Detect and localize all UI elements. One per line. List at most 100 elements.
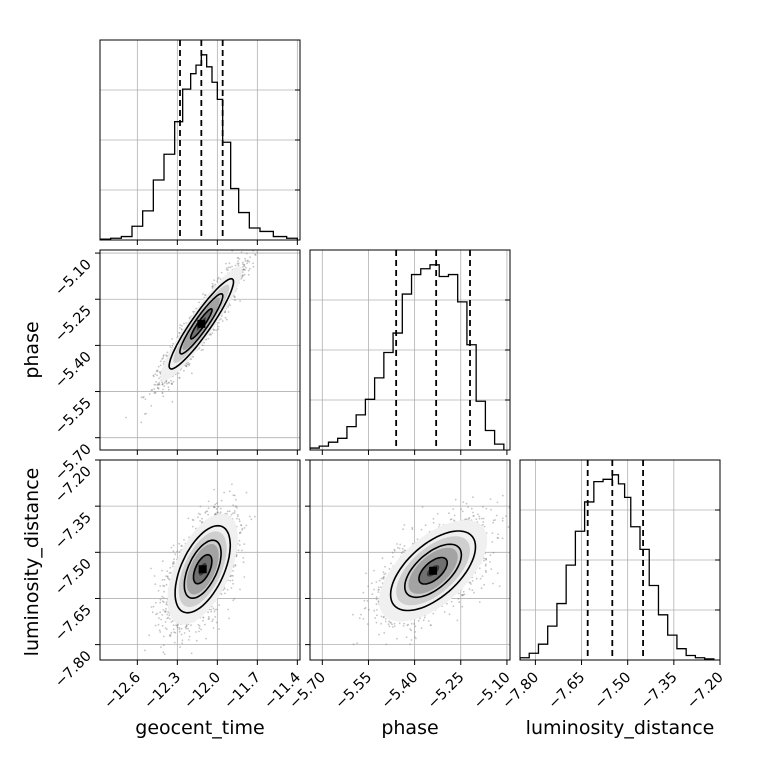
- sample-point: [234, 564, 237, 566]
- sample-point: [172, 544, 175, 547]
- sample-point: [161, 391, 164, 394]
- sample-point: [230, 587, 233, 589]
- sample-point: [171, 565, 174, 568]
- sample-point: [190, 358, 193, 360]
- sample-point: [239, 532, 241, 534]
- sample-point: [243, 279, 245, 282]
- sample-point: [243, 263, 246, 266]
- sample-point: [180, 328, 183, 331]
- sample-point: [191, 372, 193, 375]
- sample-point: [167, 382, 170, 384]
- sample-point: [163, 381, 166, 384]
- sample-point: [210, 608, 213, 611]
- sample-point: [157, 589, 160, 592]
- sample-point: [153, 383, 156, 386]
- panel-pair-geocent_time-phase: −5.70−5.55−5.40−5.25−5.10: [52, 241, 301, 484]
- sample-point: [198, 301, 201, 304]
- sample-point: [148, 393, 151, 395]
- sample-point: [172, 342, 175, 345]
- sample-point: [247, 269, 250, 272]
- sample-point: [185, 624, 188, 626]
- sample-point: [183, 632, 186, 634]
- sample-point: [204, 294, 207, 297]
- sample-point: [241, 263, 244, 265]
- sample-point: [165, 380, 168, 383]
- sample-point: [192, 356, 195, 358]
- panel-pair-geocent_time-luminosity_distance: −12.6−12.3−12.0−11.7−11.4−7.80−7.65−7.50…: [52, 459, 304, 712]
- sample-point: [195, 639, 198, 642]
- sample-point: [220, 593, 223, 595]
- sample-point: [226, 589, 229, 591]
- y-tick-label: −5.25: [52, 303, 95, 346]
- sample-point: [207, 507, 210, 509]
- sample-point: [242, 561, 245, 564]
- axes-frame: [99, 39, 301, 241]
- panel-hist-phase: [309, 249, 511, 455]
- sample-point: [211, 282, 214, 285]
- sample-point: [162, 635, 165, 638]
- sample-point: [244, 257, 247, 260]
- sample-point: [180, 633, 183, 636]
- sample-point: [200, 349, 203, 351]
- sample-point: [180, 544, 183, 547]
- sample-point: [232, 582, 235, 585]
- sample-point: [213, 279, 216, 282]
- sample-point: [246, 262, 249, 265]
- sample-point: [242, 557, 245, 559]
- sample-point: [227, 311, 230, 313]
- sample-point: [243, 576, 246, 578]
- sample-point: [232, 570, 234, 572]
- sample-point: [257, 248, 259, 250]
- sample-point: [165, 354, 168, 357]
- sample-point: [154, 602, 157, 604]
- sample-point: [237, 260, 239, 263]
- sample-point: [199, 513, 202, 516]
- sample-point: [204, 511, 207, 514]
- sample-point: [168, 634, 171, 636]
- sample-point: [165, 603, 168, 605]
- sample-point: [231, 265, 233, 268]
- sample-point: [171, 338, 174, 340]
- sample-point: [164, 627, 167, 629]
- sample-point: [157, 383, 159, 386]
- sample-point: [167, 577, 170, 580]
- sample-point: [232, 599, 235, 602]
- sample-point: [153, 388, 156, 390]
- sample-point: [207, 500, 210, 503]
- sample-point: [209, 333, 211, 336]
- sample-point: [254, 515, 256, 518]
- sample-point: [233, 597, 236, 600]
- sample-point: [237, 262, 240, 265]
- sample-point: [188, 362, 191, 365]
- sample-point: [161, 392, 164, 395]
- sample-point: [227, 266, 230, 269]
- sample-point: [202, 619, 204, 622]
- sample-point: [204, 294, 206, 296]
- sample-point: [233, 494, 236, 497]
- sample-point: [184, 626, 187, 629]
- sample-point: [166, 576, 169, 578]
- sample-point: [260, 241, 262, 243]
- sample-point: [233, 512, 236, 514]
- sample-point: [225, 318, 228, 321]
- sample-point: [173, 562, 175, 565]
- sample-point: [144, 398, 147, 400]
- sample-point: [168, 381, 171, 384]
- axes-frame: [309, 249, 511, 451]
- sample-point: [248, 260, 251, 263]
- sample-point: [152, 374, 155, 377]
- sample-point: [223, 491, 226, 494]
- x-tick-label: −7.65: [546, 670, 589, 713]
- sample-point: [165, 628, 168, 630]
- sample-point: [164, 610, 167, 613]
- sample-point: [171, 383, 174, 386]
- sample-point: [150, 389, 153, 391]
- sample-point: [245, 252, 248, 255]
- sample-point: [197, 512, 200, 515]
- sample-point: [162, 357, 165, 360]
- y-tick-label: −5.40: [52, 349, 95, 392]
- sample-point: [207, 337, 210, 340]
- sample-point: [168, 614, 171, 617]
- sample-point: [181, 639, 184, 642]
- panel-hist-geocent_time: [99, 39, 301, 245]
